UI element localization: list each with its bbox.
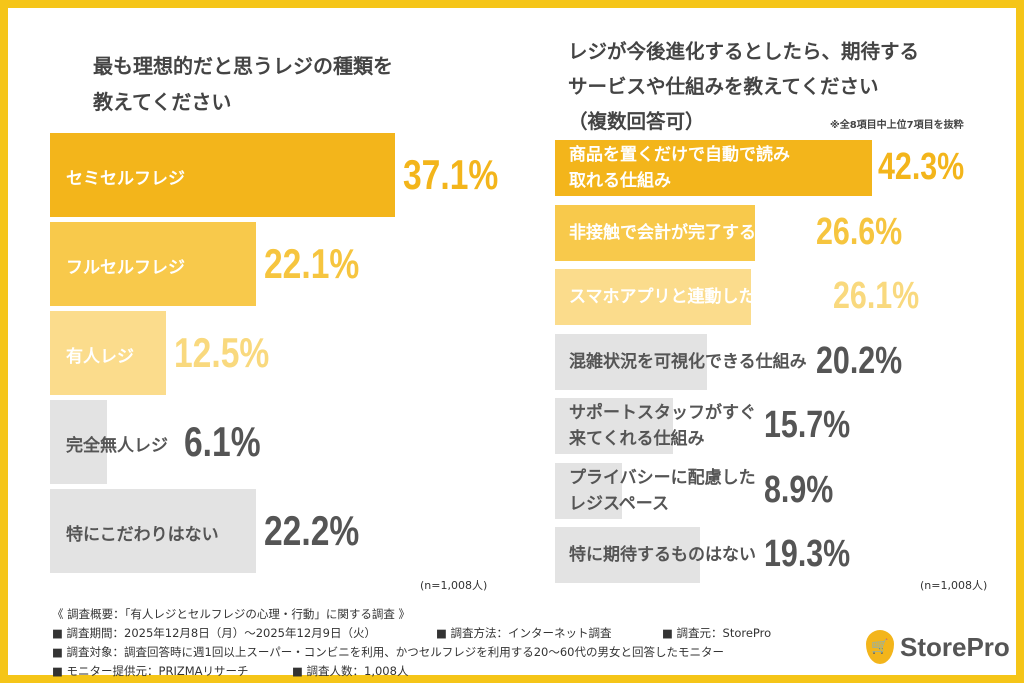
survey-footer: 《 調査概要：「有人レジとセルフレジの心理・行動」に関する調査 》 ■ 調査期間… <box>52 605 771 681</box>
right-title-line1: レジが今後進化するとしたら、期待する <box>568 40 920 63</box>
bar <box>555 140 873 196</box>
right-chart-title: レジが今後進化するとしたら、期待する サービスや仕組みを教えてください （複数回… <box>568 34 1008 139</box>
survey-period: ■ 調査期間：2025年12月8日（月）～2025年12月9日（火） <box>52 626 376 640</box>
survey-overview: 《 調査概要：「有人レジとセルフレジの心理・行動」に関する調査 》 <box>52 607 411 621</box>
category-label: 特にこだわりはない <box>66 525 219 545</box>
bar <box>555 398 673 454</box>
category-label-line: レジスペース <box>569 493 669 514</box>
bar <box>555 527 700 583</box>
right-sample-size: (n=1,008人) <box>920 579 988 592</box>
bar <box>555 204 755 261</box>
value-label: 20.2% <box>815 339 902 382</box>
right-title-line2: サービスや仕組みを教えてください <box>568 75 879 98</box>
value-label: 6.1% <box>184 418 261 465</box>
value-label: 19.3% <box>764 533 851 575</box>
bar <box>555 462 622 519</box>
storepro-logo: 🛒 StorePro <box>866 630 1010 664</box>
category-label: 特に期待するものはない <box>569 542 756 568</box>
value-label: 15.7% <box>764 404 851 446</box>
value-label: 12.5% <box>174 329 270 376</box>
survey-provider: ■ モニター提供元：PRIZMAリサーチ <box>52 664 249 678</box>
category-label-line: 特に期待するものはない <box>569 545 756 565</box>
survey-source: ■ 調査元：StorePro <box>662 626 772 640</box>
value-label: 26.1% <box>833 275 920 317</box>
category-label-line: サポートスタッフがすぐ <box>569 403 756 423</box>
left-title-line2: 教えてください <box>93 90 232 114</box>
category-label-line: プライバシーに配慮した <box>569 467 756 488</box>
category-label: スマホアプリと連動した自動決済 <box>569 284 824 310</box>
bar <box>50 311 167 395</box>
value-label: 42.3% <box>878 146 965 188</box>
category-label: 完全無人レジ <box>66 436 168 456</box>
category-label: プライバシーに配慮した レジスペース <box>569 465 756 517</box>
cart-pin-icon: 🛒 <box>866 630 894 664</box>
bar <box>50 222 256 306</box>
bar <box>50 489 257 573</box>
value-label: 8.9% <box>764 468 834 511</box>
category-label: セミセルフレジ <box>66 169 185 189</box>
bar <box>555 269 751 325</box>
value-label: 22.2% <box>264 507 360 554</box>
category-label-line: 非接触で会計が完了する仕組み <box>569 222 807 243</box>
category-label: 混雑状況を可視化できる仕組み <box>569 349 807 375</box>
survey-target: ■ 調査対象：調査回答時に週1回以上スーパー・コンビニを利用、かつセルフレジを利… <box>52 645 724 659</box>
value-label: 22.1% <box>263 240 359 287</box>
left-sample-size: (n=1,008人) <box>420 579 488 592</box>
bar <box>50 400 107 484</box>
survey-method: ■ 調査方法：インターネット調査 <box>436 626 612 640</box>
category-label-line: 取れる仕組み <box>569 171 671 191</box>
category-label-line: スマホアプリと連動した自動決済 <box>569 287 824 307</box>
logo-text: StorePro <box>900 631 1010 662</box>
category-label: 商品を置くだけで自動で読み 取れる仕組み <box>569 142 790 194</box>
category-label-line: 商品を置くだけで自動で読み <box>569 145 790 165</box>
category-label: 非接触で会計が完了する仕組み <box>569 220 807 246</box>
right-chart-note: ※全8項目中上位7項目を抜粋 <box>830 120 964 131</box>
category-label: サポートスタッフがすぐ 来てくれる仕組み <box>569 400 756 452</box>
category-label-line: 混雑状況を可視化できる仕組み <box>569 351 807 372</box>
infographic-card: 最も理想的だと思うレジの種類を 教えてください レジが今後進化するとしたら、期待… <box>8 8 1016 678</box>
right-title-line3: （複数回答可） <box>568 110 705 133</box>
survey-count: ■ 調査人数：1,008人 <box>292 664 409 678</box>
category-label-line: 来てくれる仕組み <box>569 429 705 449</box>
category-label: フルセルフレジ <box>66 258 185 278</box>
category-label: 有人レジ <box>66 347 134 367</box>
left-title-line1: 最も理想的だと思うレジの種類を <box>93 54 393 78</box>
bar <box>50 133 396 217</box>
bar <box>555 333 707 390</box>
left-chart-title: 最も理想的だと思うレジの種類を 教えてください <box>93 48 493 120</box>
value-label: 37.1% <box>403 151 499 198</box>
value-label: 26.6% <box>815 210 902 253</box>
